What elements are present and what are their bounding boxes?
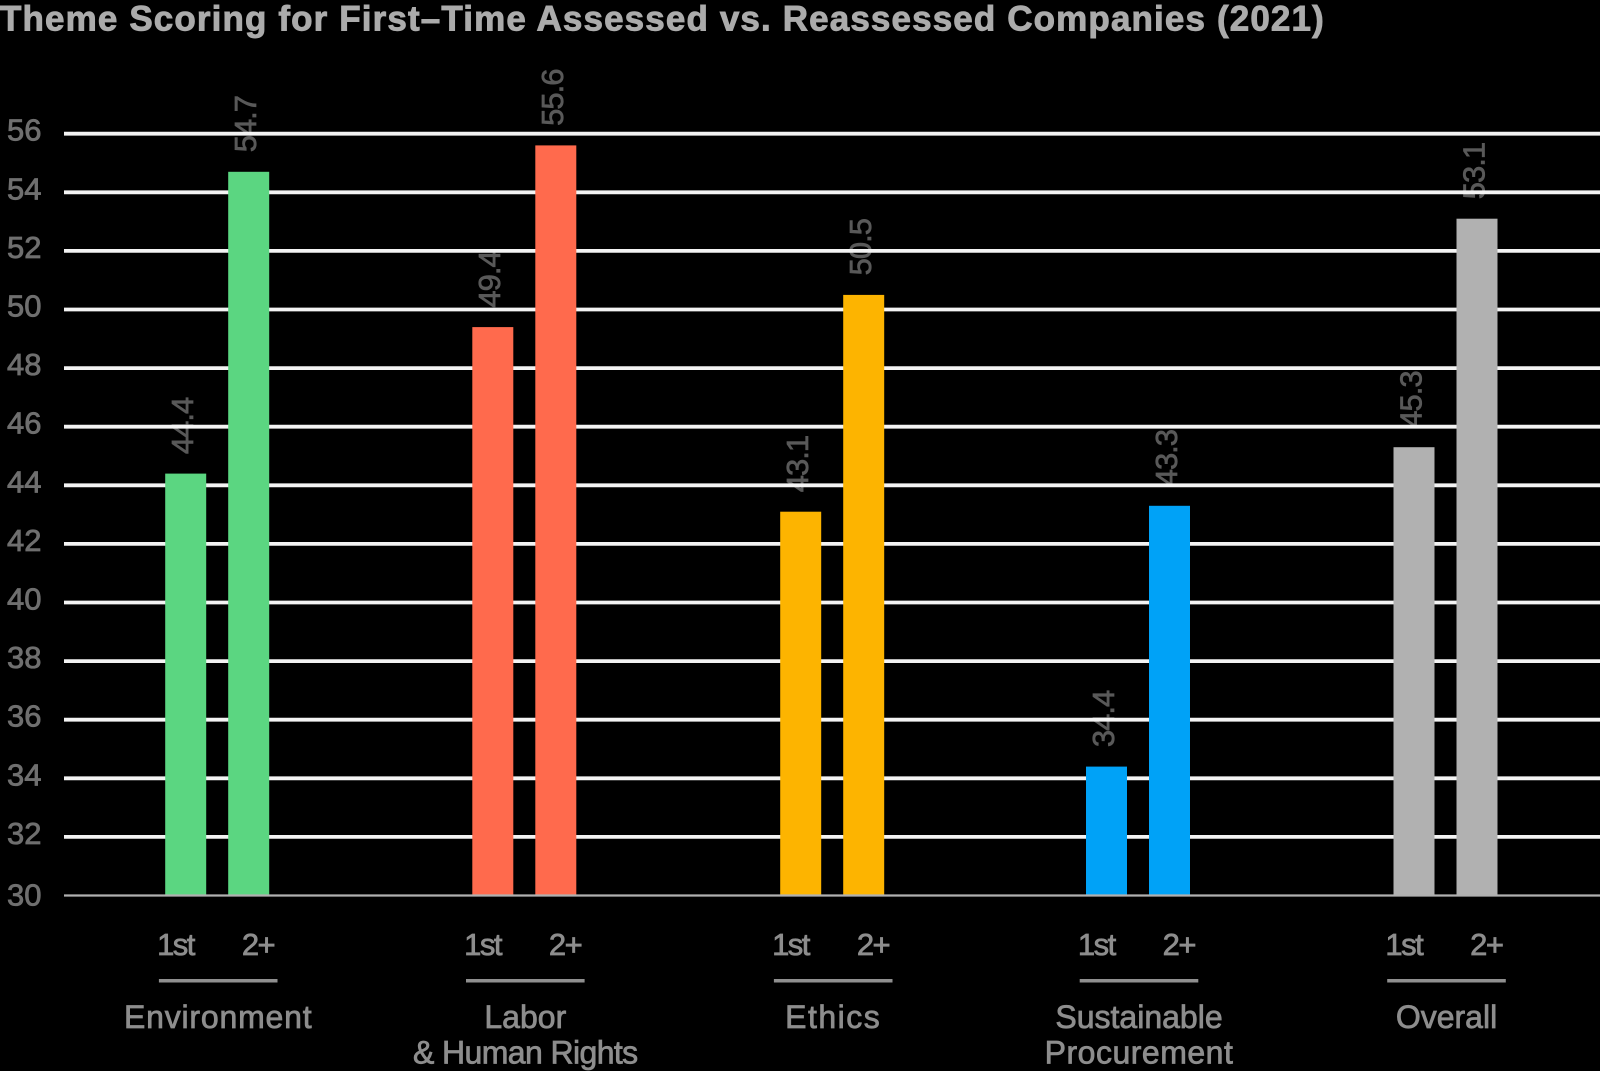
svg-text:34: 34	[7, 757, 41, 792]
svg-text:42: 42	[7, 523, 41, 558]
svg-text:Labor: Labor	[484, 999, 566, 1035]
svg-text:49.4: 49.4	[472, 251, 507, 308]
svg-text:40: 40	[7, 582, 41, 617]
svg-text:43.1: 43.1	[780, 436, 815, 492]
svg-text:& Human Rights: & Human Rights	[413, 1035, 638, 1071]
svg-text:1st: 1st	[157, 927, 196, 962]
svg-text:54: 54	[7, 171, 41, 206]
svg-text:43.3: 43.3	[1149, 430, 1184, 486]
svg-text:54.7: 54.7	[228, 96, 263, 152]
svg-text:1st: 1st	[772, 927, 811, 962]
svg-text:2+: 2+	[857, 927, 890, 962]
svg-text:Sustainable: Sustainable	[1055, 999, 1222, 1035]
svg-text:1st: 1st	[1078, 927, 1117, 962]
svg-text:Procurement: Procurement	[1045, 1035, 1234, 1071]
svg-text:Theme Scoring for First–Time A: Theme Scoring for First–Time Assessed vs…	[0, 0, 1325, 39]
svg-text:48: 48	[7, 347, 41, 382]
svg-text:36: 36	[7, 699, 41, 734]
svg-text:53.1: 53.1	[1456, 143, 1491, 199]
svg-text:55.6: 55.6	[535, 70, 570, 126]
svg-text:46: 46	[7, 406, 41, 441]
svg-text:52: 52	[7, 230, 41, 265]
svg-text:Overall: Overall	[1396, 999, 1497, 1035]
svg-text:44: 44	[7, 464, 41, 499]
svg-text:1st: 1st	[1385, 927, 1424, 962]
svg-text:Ethics: Ethics	[785, 999, 881, 1035]
svg-text:32: 32	[7, 816, 41, 851]
svg-text:1st: 1st	[464, 927, 503, 962]
svg-text:50: 50	[7, 289, 41, 324]
svg-text:45.3: 45.3	[1393, 371, 1428, 427]
svg-text:56: 56	[7, 113, 41, 148]
svg-text:2+: 2+	[242, 927, 275, 962]
svg-text:2+: 2+	[1470, 927, 1503, 962]
svg-text:Environment: Environment	[124, 999, 312, 1035]
svg-text:2+: 2+	[549, 927, 582, 962]
svg-text:38: 38	[7, 640, 41, 675]
svg-text:50.5: 50.5	[843, 219, 878, 275]
svg-text:2+: 2+	[1163, 927, 1196, 962]
svg-text:30: 30	[7, 878, 41, 913]
